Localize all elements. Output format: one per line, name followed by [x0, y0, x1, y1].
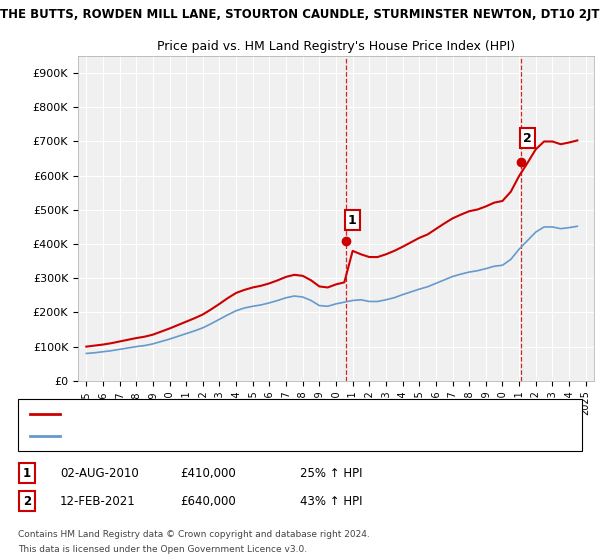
Text: 12-FEB-2021: 12-FEB-2021 — [60, 494, 136, 508]
Text: 1: 1 — [348, 213, 356, 227]
Text: 2: 2 — [23, 494, 31, 508]
Text: THE BUTTS, ROWDEN MILL LANE, STOURTON CAUNDLE, STURMINSTER NEWTON, DT10 2JT: THE BUTTS, ROWDEN MILL LANE, STOURTON CA… — [0, 8, 600, 21]
Text: £640,000: £640,000 — [180, 494, 236, 508]
Text: THE BUTTS, ROWDEN MILL LANE, STOURTON CAUNDLE, STURMINSTER NEWTON, DT10 2: THE BUTTS, ROWDEN MILL LANE, STOURTON CA… — [69, 409, 529, 419]
Text: 02-AUG-2010: 02-AUG-2010 — [60, 466, 139, 480]
Text: 43% ↑ HPI: 43% ↑ HPI — [300, 494, 362, 508]
Text: 1: 1 — [23, 466, 31, 480]
Text: £410,000: £410,000 — [180, 466, 236, 480]
Text: 2: 2 — [523, 132, 532, 144]
Text: HPI: Average price, detached house, Dorset: HPI: Average price, detached house, Dors… — [69, 431, 296, 441]
Text: This data is licensed under the Open Government Licence v3.0.: This data is licensed under the Open Gov… — [18, 545, 307, 554]
Text: Contains HM Land Registry data © Crown copyright and database right 2024.: Contains HM Land Registry data © Crown c… — [18, 530, 370, 539]
Title: Price paid vs. HM Land Registry's House Price Index (HPI): Price paid vs. HM Land Registry's House … — [157, 40, 515, 53]
Text: 25% ↑ HPI: 25% ↑ HPI — [300, 466, 362, 480]
